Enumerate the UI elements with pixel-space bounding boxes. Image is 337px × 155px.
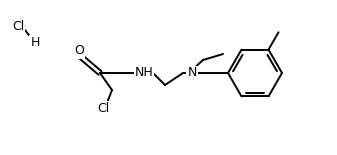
Text: NH: NH: [134, 66, 153, 80]
Text: N: N: [187, 66, 197, 80]
Text: O: O: [74, 44, 84, 58]
Text: Cl: Cl: [97, 102, 109, 115]
Text: Cl: Cl: [12, 20, 24, 33]
Text: H: H: [30, 35, 40, 49]
